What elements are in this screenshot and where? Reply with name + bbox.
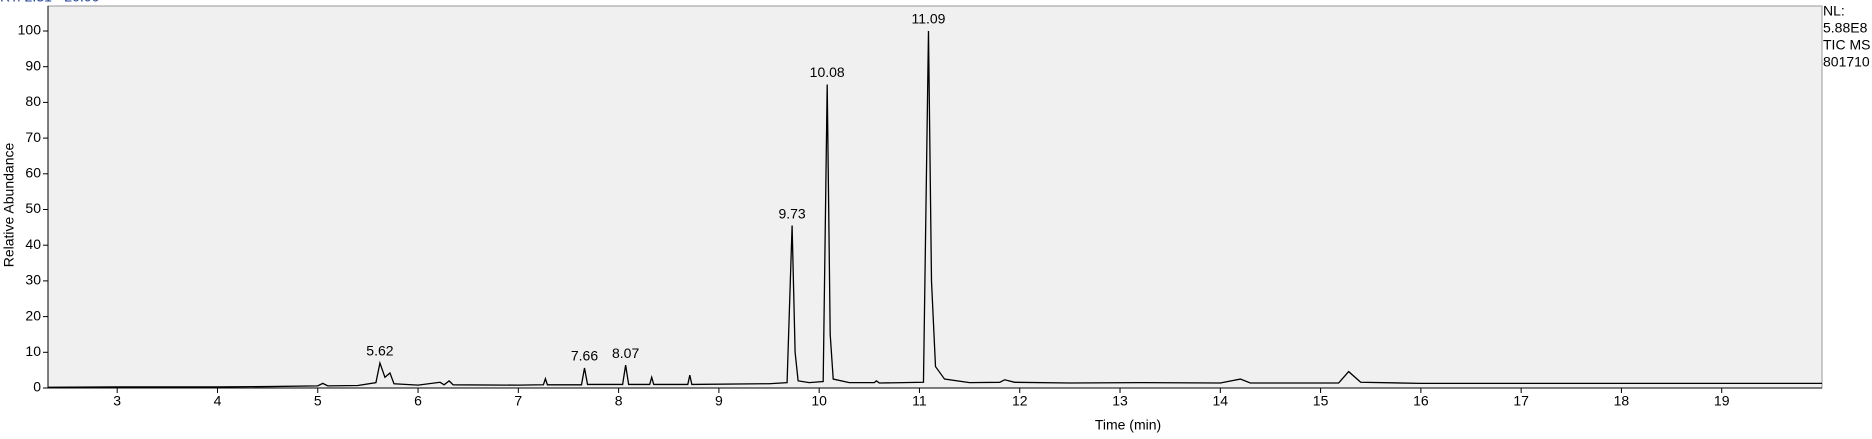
y-tick-label: 70 — [25, 129, 41, 145]
x-tick-label: 16 — [1413, 393, 1429, 409]
y-tick-label: 100 — [18, 22, 42, 38]
peak-label: 9.73 — [778, 205, 805, 221]
x-tick-label: 8 — [615, 393, 623, 409]
y-tick-label: 0 — [33, 379, 41, 395]
x-tick-label: 19 — [1714, 393, 1730, 409]
peak-label: 7.66 — [571, 348, 598, 364]
y-tick-label: 30 — [25, 272, 41, 288]
chromatogram-line — [47, 30, 1822, 388]
y-axis-label: Relative Abundance — [1, 143, 17, 268]
x-tick-label: 17 — [1513, 393, 1529, 409]
x-tick-label: 7 — [514, 393, 522, 409]
peak-label: 11.09 — [911, 11, 945, 27]
y-tick-label: 90 — [25, 57, 41, 73]
info-text: TIC MS — [1823, 37, 1870, 53]
plot-area — [47, 5, 1823, 389]
info-text: NL: — [1823, 3, 1845, 19]
x-tick-label: 12 — [1012, 393, 1028, 409]
y-tick-label: 40 — [25, 236, 41, 252]
x-tick-label: 10 — [811, 393, 827, 409]
y-tick-label: 10 — [25, 343, 41, 359]
range-label: RT: 2.31 - 20.00 — [0, 0, 100, 5]
x-tick-label: 6 — [414, 393, 422, 409]
x-tick-label: 5 — [314, 393, 322, 409]
y-tick-label: 80 — [25, 93, 41, 109]
peak-label: 8.07 — [612, 345, 639, 361]
info-text: 5.88E8 — [1823, 20, 1868, 36]
peak-label: 5.62 — [366, 343, 393, 359]
x-tick-label: 11 — [912, 393, 927, 409]
info-text: 801710 — [1823, 54, 1870, 70]
x-tick-label: 3 — [113, 393, 121, 409]
x-tick-label: 13 — [1112, 393, 1128, 409]
x-tick-label: 18 — [1614, 393, 1630, 409]
y-tick-label: 60 — [25, 164, 41, 180]
x-tick-label: 15 — [1313, 393, 1329, 409]
y-tick-label: 20 — [25, 307, 41, 323]
y-tick-label: 50 — [25, 200, 41, 216]
x-axis-label: Time (min) — [1095, 417, 1161, 433]
x-tick-label: 4 — [214, 393, 222, 409]
x-tick-label: 14 — [1213, 393, 1229, 409]
x-tick-label: 9 — [715, 393, 723, 409]
peak-label: 10.08 — [810, 64, 845, 80]
